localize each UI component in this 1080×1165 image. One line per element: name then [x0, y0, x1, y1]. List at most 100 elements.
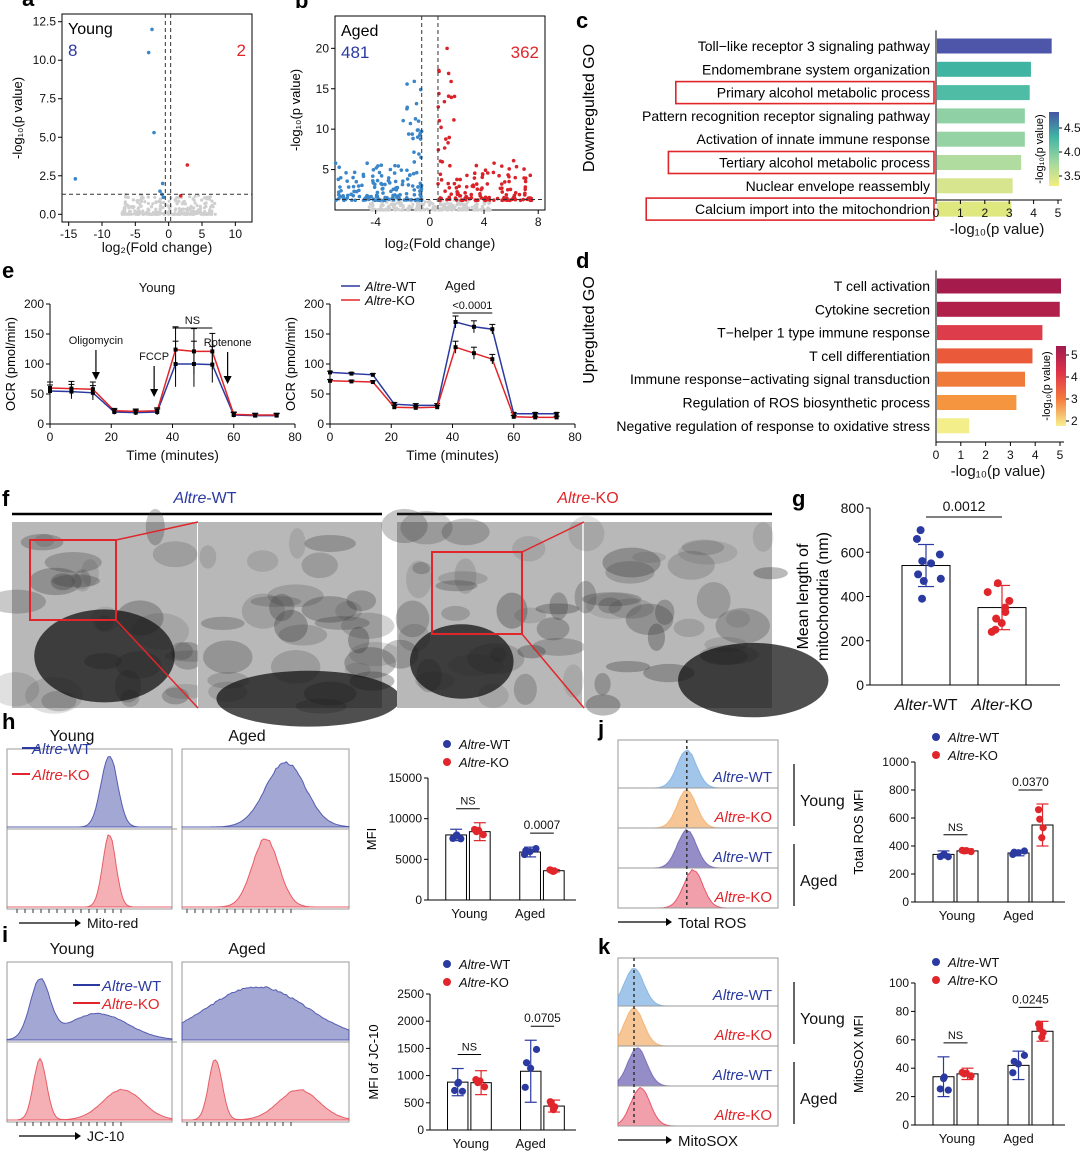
point-ns [133, 209, 137, 213]
data-point [155, 408, 160, 413]
go-term-label: Immune response−activating signal transd… [630, 371, 930, 387]
tick-label: 4 [1030, 206, 1037, 220]
point-up [469, 192, 474, 197]
data-point [960, 847, 968, 855]
point-down [365, 161, 369, 165]
mitochondrion [406, 560, 432, 599]
go-term-label: Calcium import into the mitochondrion [695, 201, 930, 217]
tick-label: 2 [981, 206, 988, 220]
data-point [997, 619, 1006, 628]
data-point [511, 414, 516, 419]
point-ns [405, 208, 409, 212]
point-down [412, 150, 416, 154]
data-point [453, 320, 458, 324]
point-down [400, 182, 405, 187]
go-term-label: Negative regulation of response to oxida… [616, 418, 930, 434]
point-ns [174, 207, 178, 211]
point-up [472, 176, 477, 180]
image-title-wt: Altre-WT [172, 490, 236, 507]
injection-label: Oligomycin [69, 335, 123, 347]
panel-letter: c [576, 8, 588, 33]
point-down [414, 170, 419, 175]
point-up [492, 198, 496, 202]
tick-label: 50 [311, 387, 325, 401]
panel-letter: d [576, 248, 589, 273]
nucleus [678, 642, 829, 718]
sig-label: NS [948, 822, 963, 834]
point-ns [421, 202, 426, 207]
data-point [1014, 849, 1022, 857]
sig-label: NS [185, 315, 200, 327]
point-down [393, 163, 397, 168]
point-up [448, 163, 452, 168]
point-up [513, 190, 518, 195]
point-down [377, 170, 382, 175]
axis-title: JC-10 [87, 1128, 125, 1144]
mitochondrion [41, 690, 77, 712]
point-ns [189, 206, 193, 210]
tick-label: -4 [370, 215, 381, 229]
point-ns [151, 202, 155, 206]
point-up [523, 179, 528, 184]
mitochondrion [199, 545, 217, 569]
legend-dot-wt [443, 960, 451, 968]
point-ns [183, 212, 187, 216]
zoom-line [521, 633, 585, 709]
sig-label: NS [460, 796, 475, 808]
point-up [464, 185, 469, 189]
go-bar [937, 131, 1025, 147]
bar [542, 870, 565, 901]
point-up [502, 195, 506, 200]
point-down [351, 175, 355, 180]
point-down [419, 194, 423, 199]
point-down [412, 79, 417, 84]
point-ns [154, 200, 158, 204]
tick-label: 8 [535, 215, 542, 229]
point-ns [462, 202, 466, 206]
point-ns [146, 201, 151, 206]
arrow-head [91, 372, 100, 380]
point-down [381, 191, 385, 195]
point-ns [206, 211, 210, 215]
column-title: Young [50, 728, 95, 745]
point-up [507, 179, 511, 184]
point-ns [147, 208, 151, 212]
point-up [514, 164, 519, 169]
point-down [152, 130, 156, 135]
bar [901, 565, 951, 686]
data-point [912, 534, 921, 543]
point-down [416, 119, 421, 123]
data-point [944, 853, 952, 861]
point-down [412, 192, 417, 197]
data-point [472, 828, 481, 836]
point-down [414, 101, 419, 106]
point-down [354, 189, 359, 194]
data-point [328, 378, 332, 383]
point-up [528, 173, 533, 178]
axis-title: Time (minutes) [406, 447, 499, 463]
point-ns [438, 203, 442, 207]
point-ns [464, 202, 468, 207]
data-point [927, 559, 936, 568]
series-line-ko [329, 346, 557, 419]
nucleus [409, 624, 514, 699]
nucleus [34, 609, 175, 703]
data-point [231, 412, 236, 417]
go-term-label: T−helper 1 type immune response [717, 325, 930, 341]
point-up [446, 94, 451, 99]
tick-label: 100 [304, 357, 324, 371]
go-bar [937, 301, 1060, 317]
row-label: Altre-WT [712, 987, 772, 1004]
colorbar-tick: 5 [1071, 348, 1078, 362]
point-up [443, 137, 448, 141]
tick-label: 60 [227, 430, 241, 444]
point-up [459, 198, 463, 202]
point-ns [144, 210, 148, 215]
point-ns [488, 208, 492, 212]
row-label: Altre-WT [712, 1067, 772, 1084]
tick-label: 4 [1032, 448, 1039, 462]
tick-label: 400 [841, 589, 865, 605]
mitochondrion [28, 567, 82, 596]
point-up [480, 175, 485, 180]
point-ns [444, 205, 448, 209]
